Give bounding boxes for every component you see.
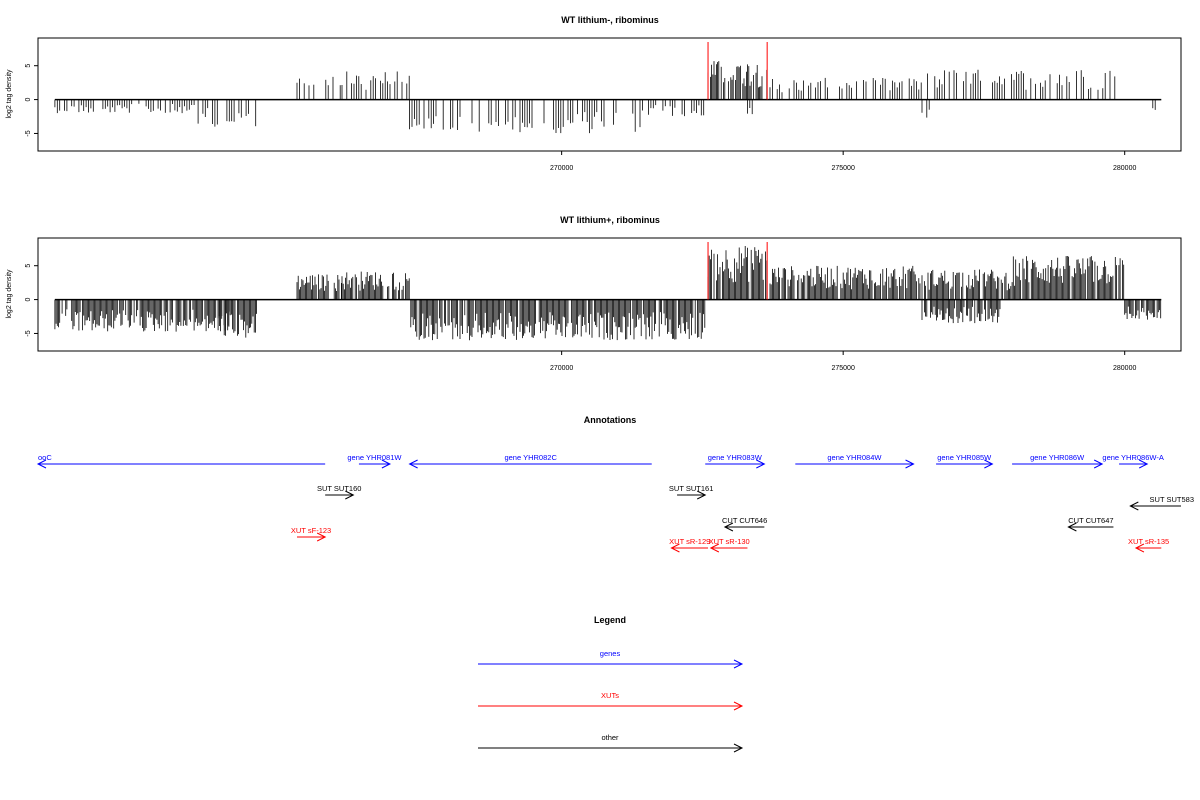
feature-label: gene YHR084W	[827, 453, 882, 462]
annotation-feature: gene YHR086W-A	[1102, 453, 1164, 469]
panel-title: WT lithium+, ribominus	[560, 215, 660, 225]
legend-label: other	[601, 733, 619, 742]
annotation-feature: gene YHR083W	[705, 453, 766, 469]
x-tick-label: 270000	[550, 165, 573, 172]
legend-items: genes XUTs other	[478, 649, 744, 753]
annotation-feature: gene YHR085W	[936, 453, 994, 469]
feature-label: SUT SUT161	[669, 484, 713, 493]
feature-arrowhead	[381, 459, 392, 469]
feature-label: SUT SUT583	[1150, 495, 1194, 504]
feature-label: SUT SUT160	[317, 484, 361, 493]
y-tick-label: 0	[25, 98, 32, 102]
x-tick-label: 280000	[1113, 165, 1136, 172]
feature-label: XUT sR-135	[1128, 537, 1169, 546]
legend-item: genes	[478, 649, 744, 669]
x-tick-label: 270000	[550, 365, 573, 372]
feature-label: gene YHR086W	[1030, 453, 1085, 462]
feature-arrowhead	[1134, 543, 1145, 553]
annotation-feature: SUT SUT161	[669, 484, 713, 500]
feature-arrowhead	[733, 701, 744, 711]
feature-arrowhead	[984, 459, 994, 469]
y-tick-label: -5	[25, 130, 32, 136]
annotations-title: Annotations	[584, 415, 637, 425]
feature-label: ooC	[38, 453, 52, 462]
x-axis: 270000 275000 280000	[550, 151, 1136, 172]
feature-arrowhead	[1138, 459, 1149, 469]
legend-item: XUTs	[478, 691, 744, 711]
annotation-features: ooC gene YHR081W gene YHR082C gene YHR083W g…	[36, 453, 1194, 553]
feature-label: gene YHR083W	[708, 453, 763, 462]
feature-arrowhead	[408, 459, 418, 469]
annotation-feature: XUT sR-135	[1128, 537, 1169, 553]
feature-label: CUT CUT646	[722, 516, 767, 525]
x-tick-label: 280000	[1113, 365, 1136, 372]
feature-label: gene YHR082C	[504, 453, 557, 462]
annotation-feature: gene YHR082C	[408, 453, 652, 469]
feature-label: XUT sF-123	[291, 526, 331, 535]
annotation-feature: SUT SUT583	[1129, 495, 1194, 511]
annotation-feature: CUT CUT646	[722, 516, 767, 532]
track-panel-lithium-plus: WT lithium+, ribominus log2 tag density …	[6, 215, 1182, 372]
feature-arrowhead	[905, 459, 915, 469]
feature-arrowhead	[1129, 501, 1139, 511]
legend: Legend genes XUTs other	[478, 615, 744, 753]
feature-arrowhead	[1067, 522, 1077, 532]
feature-arrowhead	[1093, 459, 1104, 469]
y-axis: -5 0 5	[25, 264, 38, 337]
feature-label: XUT sR-129	[669, 537, 710, 546]
feature-arrowhead	[345, 490, 355, 500]
plot-frame	[37, 237, 1182, 352]
x-tick-label: 275000	[831, 365, 854, 372]
annotation-feature: gene YHR084W	[795, 453, 915, 469]
track-panel-lithium-minus: WT lithium-, ribominus log2 tag density …	[6, 15, 1182, 172]
annotation-feature: gene YHR086W	[1012, 453, 1104, 469]
annotation-feature: gene YHR081W	[347, 453, 402, 469]
x-axis: 270000 275000 280000	[550, 351, 1136, 372]
plot-frame	[37, 37, 1182, 152]
annotation-feature: XUT sF-123	[291, 526, 331, 542]
feature-label: XUT sR-130	[709, 537, 750, 546]
feature-arrowhead	[670, 543, 680, 553]
y-axis-label: log2 tag density	[6, 269, 13, 319]
feature-arrowhead	[723, 522, 734, 532]
feature-arrowhead	[316, 532, 327, 542]
annotation-feature: XUT sR-130	[709, 537, 750, 553]
density-bars	[54, 242, 1162, 341]
density-bars	[54, 42, 1162, 134]
annotations-track: Annotations ooC gene YHR081W gene YHR082C g…	[36, 415, 1194, 553]
y-axis-label: log2 tag density	[6, 69, 13, 119]
feature-arrowhead	[696, 490, 707, 500]
feature-label: gene YHR081W	[347, 453, 402, 462]
legend-title: Legend	[594, 615, 626, 625]
annotation-feature: CUT CUT647	[1067, 516, 1114, 532]
feature-arrowhead	[756, 459, 766, 469]
y-axis: -5 0 5	[25, 64, 38, 137]
feature-arrowhead	[36, 459, 47, 469]
feature-label: gene YHR085W	[937, 453, 992, 462]
y-tick-label: 5	[25, 64, 32, 68]
y-tick-label: -5	[25, 330, 32, 336]
legend-item: other	[478, 733, 744, 753]
annotation-feature: SUT SUT160	[317, 484, 361, 500]
legend-label: XUTs	[601, 691, 619, 700]
feature-label: gene YHR086W-A	[1102, 453, 1163, 462]
y-tick-label: 0	[25, 298, 32, 302]
y-tick-label: 5	[25, 264, 32, 268]
legend-label: genes	[600, 649, 621, 658]
feature-label: CUT CUT647	[1068, 516, 1113, 525]
feature-arrowhead	[733, 743, 744, 753]
x-tick-label: 275000	[831, 165, 854, 172]
annotation-feature: XUT sR-129	[669, 537, 710, 553]
feature-arrowhead	[709, 543, 720, 553]
panel-title: WT lithium-, ribominus	[561, 15, 659, 25]
annotation-feature: ooC	[36, 453, 326, 469]
feature-arrowhead	[733, 659, 744, 669]
